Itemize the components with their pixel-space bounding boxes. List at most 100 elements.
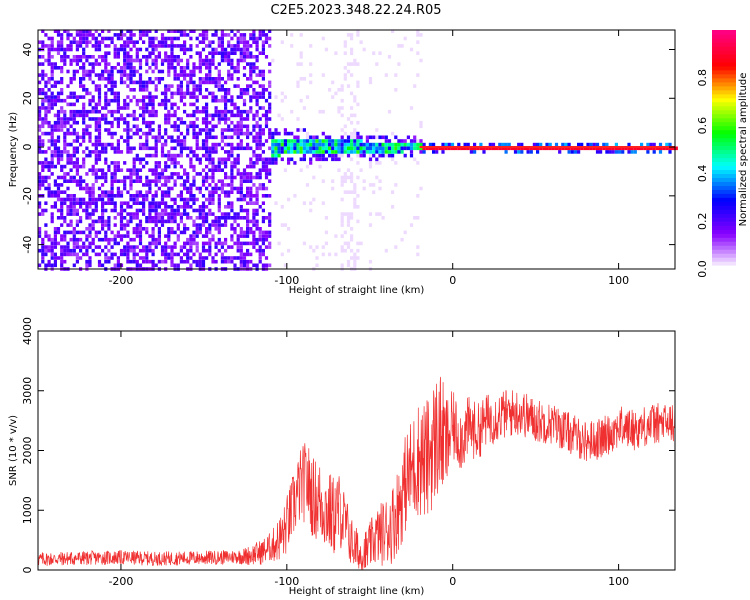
- heatmap-cell: [602, 142, 606, 147]
- heatmap-cell: [346, 259, 351, 264]
- heatmap-cell: [75, 161, 79, 165]
- heatmap-cell: [116, 146, 120, 151]
- heatmap-cell: [214, 80, 218, 85]
- heatmap-cell: [435, 146, 439, 151]
- heatmap-cell: [419, 146, 423, 151]
- heatmap-cell: [160, 150, 165, 154]
- heatmap-cell: [129, 98, 133, 103]
- heatmap-cell: [287, 131, 291, 136]
- heatmap-cell: [129, 216, 133, 220]
- heatmap-cell: [220, 179, 224, 183]
- heatmap-cell: [179, 256, 183, 260]
- heatmap-cell: [72, 113, 76, 118]
- heatmap-cell: [195, 157, 199, 162]
- heatmap-cell: [312, 135, 316, 140]
- heatmap-cell: [126, 212, 130, 216]
- heatmap-cell: [205, 146, 209, 151]
- heatmap-cell: [309, 62, 313, 66]
- heatmap-cell: [160, 91, 165, 96]
- heatmap-cell: [195, 84, 199, 88]
- heatmap-cell: [47, 88, 51, 92]
- y-tick-label: 20: [21, 91, 34, 105]
- heatmap-cell: [287, 142, 291, 147]
- heatmap-cell: [258, 259, 262, 264]
- heatmap-cell: [469, 146, 473, 151]
- heatmap-cell: [264, 234, 269, 238]
- colorbar-swatch: [712, 213, 736, 218]
- heatmap-cell: [72, 55, 76, 59]
- heatmap-cell: [438, 146, 442, 151]
- heatmap-cell: [343, 51, 347, 55]
- heatmap-cell: [220, 77, 224, 81]
- heatmap-cell: [224, 259, 228, 264]
- heatmap-cell: [195, 142, 199, 147]
- heatmap-cell: [50, 40, 54, 44]
- heatmap-cell: [205, 117, 209, 121]
- heatmap-cell: [340, 263, 344, 268]
- heatmap-cell: [280, 252, 284, 257]
- x-axis-label: Height of straight line (km): [289, 586, 425, 597]
- heatmap-cell: [239, 95, 243, 99]
- heatmap-cell: [179, 190, 183, 194]
- heatmap-cell: [154, 47, 158, 52]
- heatmap-cell: [384, 135, 388, 140]
- heatmap-cell: [170, 175, 174, 180]
- heatmap-cell: [129, 29, 133, 33]
- heatmap-cell: [211, 33, 215, 37]
- heatmap-cell: [173, 91, 177, 96]
- heatmap-cell: [119, 44, 124, 48]
- heatmap-cell: [85, 153, 89, 158]
- heatmap-cell: [60, 168, 64, 172]
- heatmap-cell: [50, 212, 54, 216]
- heatmap-cell: [290, 157, 294, 162]
- heatmap-cell: [217, 208, 221, 213]
- heatmap-cell: [41, 88, 45, 92]
- heatmap-cell: [350, 91, 354, 96]
- heatmap-cell: [652, 142, 656, 147]
- heatmap-cell: [79, 142, 83, 147]
- heatmap-cell: [47, 248, 51, 253]
- heatmap-cell: [201, 142, 206, 147]
- heatmap-cell: [145, 216, 149, 220]
- heatmap-cell: [450, 142, 455, 147]
- heatmap-cell: [249, 77, 253, 81]
- heatmap-cell: [183, 66, 187, 70]
- heatmap-cell: [469, 150, 473, 154]
- heatmap-cell: [104, 146, 108, 151]
- heatmap-cell: [258, 29, 262, 33]
- heatmap-cell: [201, 256, 206, 260]
- heatmap-cell: [255, 40, 259, 44]
- heatmap-cell: [123, 186, 127, 191]
- heatmap-cell: [220, 47, 224, 52]
- heatmap-cell: [217, 161, 221, 165]
- heatmap-cell: [649, 142, 653, 147]
- heatmap-cell: [287, 248, 291, 253]
- heatmap-cell: [157, 69, 161, 74]
- heatmap-cell: [214, 241, 218, 246]
- heatmap-cell: [558, 150, 562, 154]
- heatmap-cell: [154, 179, 158, 183]
- colorbar-swatch: [712, 101, 736, 107]
- heatmap-cell: [85, 172, 89, 176]
- heatmap-cell: [44, 117, 48, 121]
- heatmap-cell: [164, 153, 168, 158]
- heatmap-cell: [211, 219, 215, 224]
- heatmap-cell: [636, 146, 640, 151]
- heatmap-cell: [50, 164, 54, 169]
- heatmap-cell: [148, 29, 152, 33]
- heatmap-cell: [264, 117, 269, 121]
- heatmap-cell: [186, 227, 190, 231]
- heatmap-cell: [41, 175, 45, 180]
- colorbar-label: Normalized spectral amplitude: [738, 73, 749, 227]
- heatmap-cell: [192, 113, 196, 118]
- heatmap-cell: [135, 40, 139, 44]
- heatmap-cell: [129, 146, 133, 151]
- heatmap-cell: [261, 186, 265, 191]
- heatmap-cell: [189, 80, 193, 85]
- heatmap-cell: [53, 194, 57, 198]
- heatmap-cell: [419, 33, 423, 37]
- heatmap-cell: [179, 216, 183, 220]
- heatmap-cell: [53, 84, 57, 88]
- heatmap-cell: [183, 40, 187, 44]
- heatmap-cell: [126, 128, 130, 132]
